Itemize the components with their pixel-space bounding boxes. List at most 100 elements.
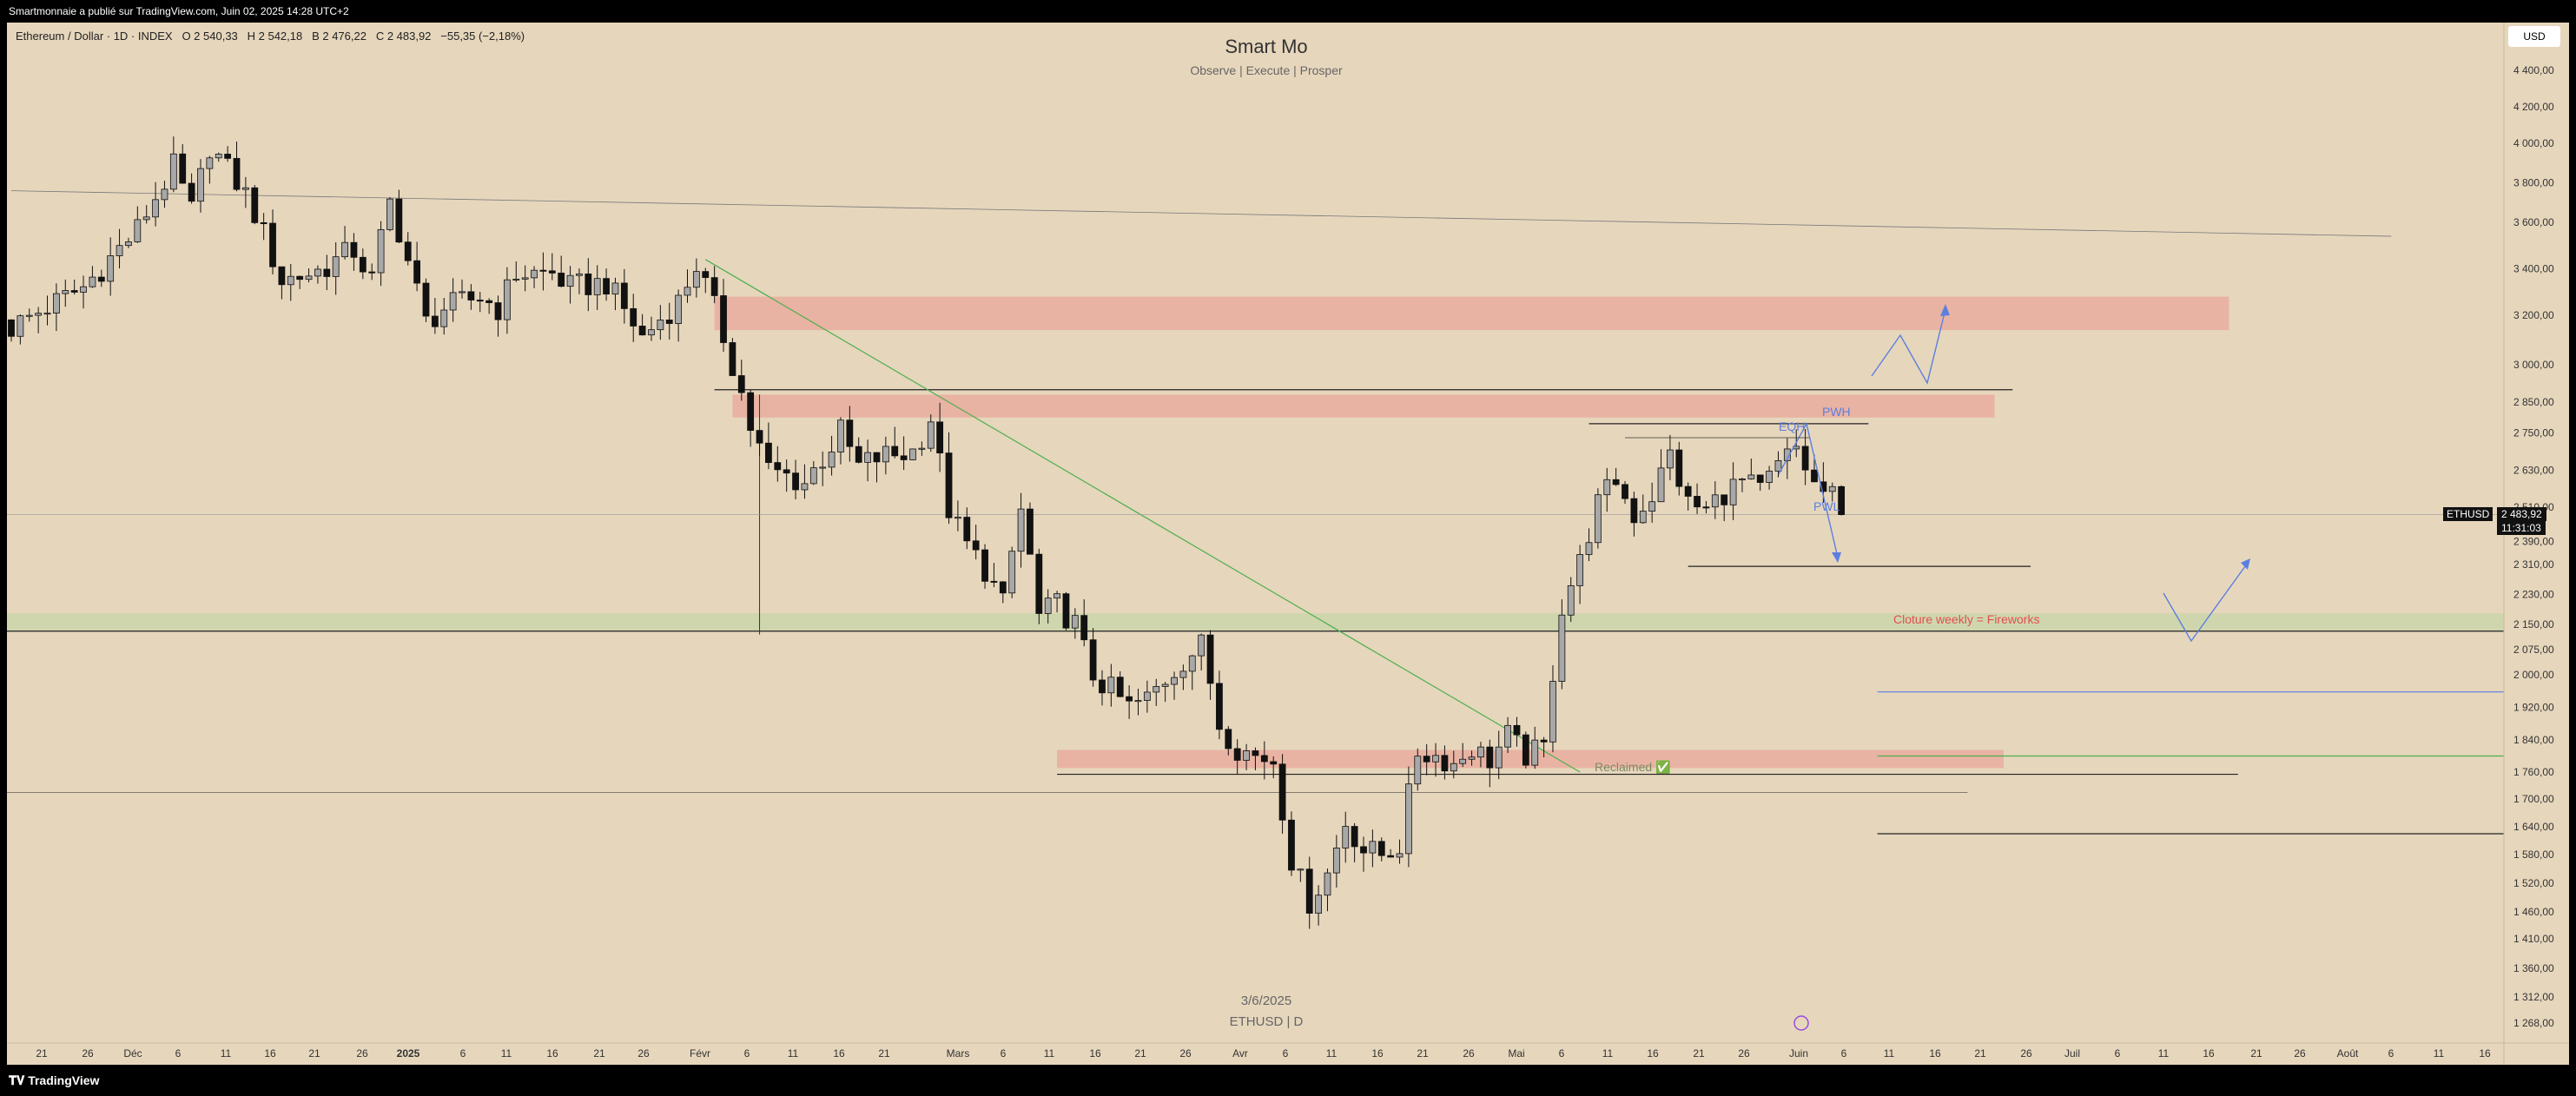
candle-body xyxy=(665,320,673,324)
candle xyxy=(972,525,980,560)
candle xyxy=(531,266,538,288)
y-tick-label: 2 000,00 xyxy=(2513,669,2554,681)
y-tick-label: 2 750,00 xyxy=(2513,427,2554,439)
tradingview-logo[interactable]: 𝐓𝐕 TradingView xyxy=(9,1073,99,1088)
y-tick-label: 3 200,00 xyxy=(2513,309,2554,321)
candle-body xyxy=(999,581,1007,594)
x-tick-label: 21 xyxy=(308,1047,320,1060)
watermark-bottom: 3/6/2025 ETHUSD | D xyxy=(1136,991,1397,1033)
watermark-symbol: ETHUSD | D xyxy=(1229,1014,1304,1029)
candle-body xyxy=(593,278,601,295)
candle-body xyxy=(882,446,889,463)
candle-body xyxy=(1468,756,1476,760)
candle-body xyxy=(62,290,69,294)
candle xyxy=(504,267,511,334)
candle-body xyxy=(80,286,87,293)
candle-body xyxy=(783,469,790,474)
candle xyxy=(97,269,105,287)
candle xyxy=(620,268,628,324)
candle xyxy=(341,226,348,260)
x-tick-label: 6 xyxy=(1283,1047,1289,1060)
candle-body xyxy=(1612,479,1620,485)
candle-body xyxy=(35,313,43,316)
candle xyxy=(1441,745,1449,780)
candle-body xyxy=(413,260,421,284)
candle xyxy=(809,461,817,485)
candle xyxy=(846,406,854,462)
x-tick-label: 16 xyxy=(2479,1047,2491,1060)
candle xyxy=(1288,811,1295,876)
y-tick-label: 1 580,00 xyxy=(2513,848,2554,861)
candle xyxy=(801,464,809,499)
currency-button[interactable]: USD xyxy=(2508,26,2560,47)
x-tick-label: Août xyxy=(2337,1047,2359,1060)
y-tick-label: 2 850,00 xyxy=(2513,396,2554,408)
candle-body xyxy=(630,307,637,327)
chart-frame[interactable]: PWH EQH PWL Cloture weekly = Fireworks Recla… xyxy=(7,23,2569,1065)
candle xyxy=(80,275,87,309)
x-tick-label: Mai xyxy=(1508,1047,1524,1060)
candle-body xyxy=(1711,494,1719,508)
candles-group xyxy=(8,136,1846,929)
eqh-label: EQH xyxy=(1779,419,1805,433)
candle xyxy=(675,289,683,342)
candle-body xyxy=(566,274,574,287)
candle-body xyxy=(1351,826,1358,848)
candle-body xyxy=(792,472,799,491)
candle-body xyxy=(900,455,908,460)
candle xyxy=(377,221,385,287)
candle-body xyxy=(1820,481,1827,492)
projection-arrowhead-up xyxy=(1940,304,1950,316)
candle xyxy=(386,197,393,232)
candle xyxy=(1062,591,1070,631)
x-tick-label: 21 xyxy=(593,1047,605,1060)
y-tick-label: 1 460,00 xyxy=(2513,906,2554,918)
candle xyxy=(1315,885,1322,926)
candle-body xyxy=(819,466,827,469)
candle-body xyxy=(1513,724,1521,736)
x-tick-label: 16 xyxy=(2203,1047,2215,1060)
candle xyxy=(1143,680,1151,713)
candle xyxy=(1027,502,1034,555)
x-tick-label: 11 xyxy=(221,1047,232,1060)
candle xyxy=(1396,839,1404,864)
x-tick-label: 21 xyxy=(2250,1047,2262,1060)
x-tick-label: 6 xyxy=(1559,1047,1565,1060)
watermark-date: 3/6/2025 xyxy=(1240,994,1292,1008)
candle xyxy=(1377,837,1385,862)
candle-body xyxy=(1153,686,1160,693)
candle-body xyxy=(1206,634,1214,684)
candle xyxy=(981,544,988,589)
candle xyxy=(359,248,367,280)
candlestick-chart[interactable]: PWH EQH PWL Cloture weekly = Fireworks Recla… xyxy=(7,23,2569,1065)
candle xyxy=(990,563,998,588)
candle xyxy=(70,279,78,295)
candle xyxy=(882,436,889,475)
candle xyxy=(1278,754,1286,835)
legend-low: B 2 476,22 xyxy=(312,30,367,43)
candle-body xyxy=(909,448,916,460)
candle-body xyxy=(891,446,899,457)
candle xyxy=(1513,716,1521,747)
candle xyxy=(350,233,358,271)
candle xyxy=(197,159,204,213)
candle xyxy=(1206,630,1214,700)
candle-body xyxy=(305,275,313,281)
candle-body xyxy=(801,483,809,491)
y-tick-label: 1 520,00 xyxy=(2513,877,2554,889)
candle-body xyxy=(1594,494,1602,544)
x-tick-label: 6 xyxy=(460,1047,466,1060)
candle-body xyxy=(765,442,772,464)
candle-body xyxy=(1477,746,1484,758)
current-price-symbol: ETHUSD xyxy=(2443,506,2493,521)
y-tick-label: 1 312,00 xyxy=(2513,991,2554,1003)
candle-body xyxy=(1450,763,1457,772)
candle-body xyxy=(1558,614,1566,682)
candle xyxy=(1161,682,1169,703)
candle-body xyxy=(558,273,565,287)
candle xyxy=(1297,868,1305,882)
candle xyxy=(233,141,241,192)
candle xyxy=(1576,545,1584,604)
tv-icon: 𝐓𝐕 xyxy=(9,1073,25,1087)
candle-body xyxy=(8,319,15,337)
